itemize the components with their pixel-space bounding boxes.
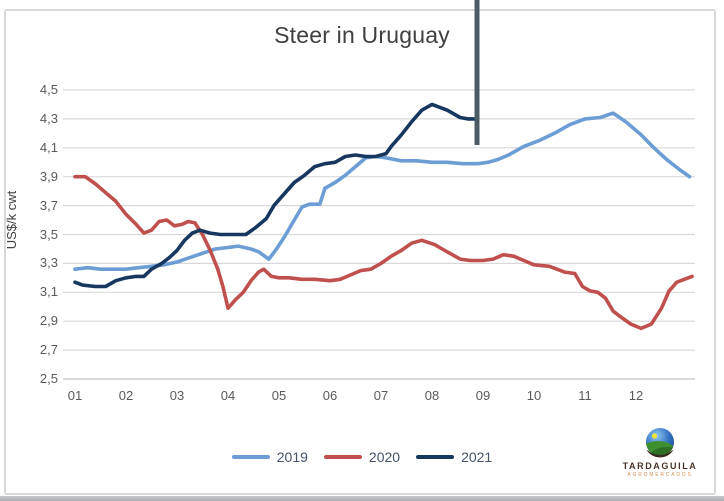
legend-item-2020: 2020	[323, 449, 401, 465]
x-tick-label: 12	[628, 388, 644, 403]
chart-legend: 2019 2020 2021	[0, 449, 724, 465]
y-tick-label: 4,1	[39, 139, 58, 155]
window-bottom-edge	[0, 496, 724, 501]
legend-line-swatch-icon	[323, 455, 362, 459]
y-tick-label: 4,5	[39, 82, 58, 97]
legend-label: 2019	[276, 449, 308, 465]
x-tick-label: 08	[424, 388, 440, 403]
legend-line-swatch-icon	[416, 455, 455, 459]
legend-line-swatch-icon	[231, 455, 270, 459]
x-tick-label: 05	[271, 388, 287, 403]
picture-frame-border	[4, 9, 716, 495]
y-tick-label: 3,3	[39, 255, 58, 271]
x-tick-label: 04	[220, 388, 236, 403]
x-tick-label: 02	[118, 388, 134, 403]
tardaguila-globe-icon	[646, 428, 674, 458]
x-tick-label: 01	[67, 388, 83, 403]
x-tick-label: 10	[526, 388, 542, 403]
legend-label: 2020	[368, 449, 401, 465]
x-tick-label: 06	[322, 388, 338, 403]
y-tick-label: 2,9	[39, 313, 58, 329]
y-tick-label: 3,7	[39, 197, 58, 213]
x-tick-label: 11	[578, 388, 592, 403]
y-tick-label: 2,7	[39, 342, 58, 358]
y-tick-label: 2,5	[39, 371, 58, 386]
x-tick-label: 09	[475, 388, 491, 403]
x-tick-label: 03	[169, 388, 185, 403]
legend-label: 2021	[461, 449, 493, 465]
tardaguila-logo: TARDAGUILA AGROMERCADOS	[602, 427, 718, 478]
tardaguila-logo-subtext: AGROMERCADOS	[627, 472, 693, 478]
y-tick-label: 3,1	[39, 284, 58, 300]
y-tick-label: 3,5	[39, 226, 58, 242]
legend-item-2019: 2019	[231, 449, 308, 465]
chart-title: Steer in Uruguay	[274, 22, 450, 48]
legend-item-2021: 2021	[416, 449, 492, 465]
y-tick-label: 4,3	[39, 110, 58, 126]
x-tick-label: 07	[373, 388, 389, 403]
tardaguila-logo-text: TARDAGUILA	[622, 461, 698, 471]
y-tick-label: 3,9	[39, 168, 58, 184]
